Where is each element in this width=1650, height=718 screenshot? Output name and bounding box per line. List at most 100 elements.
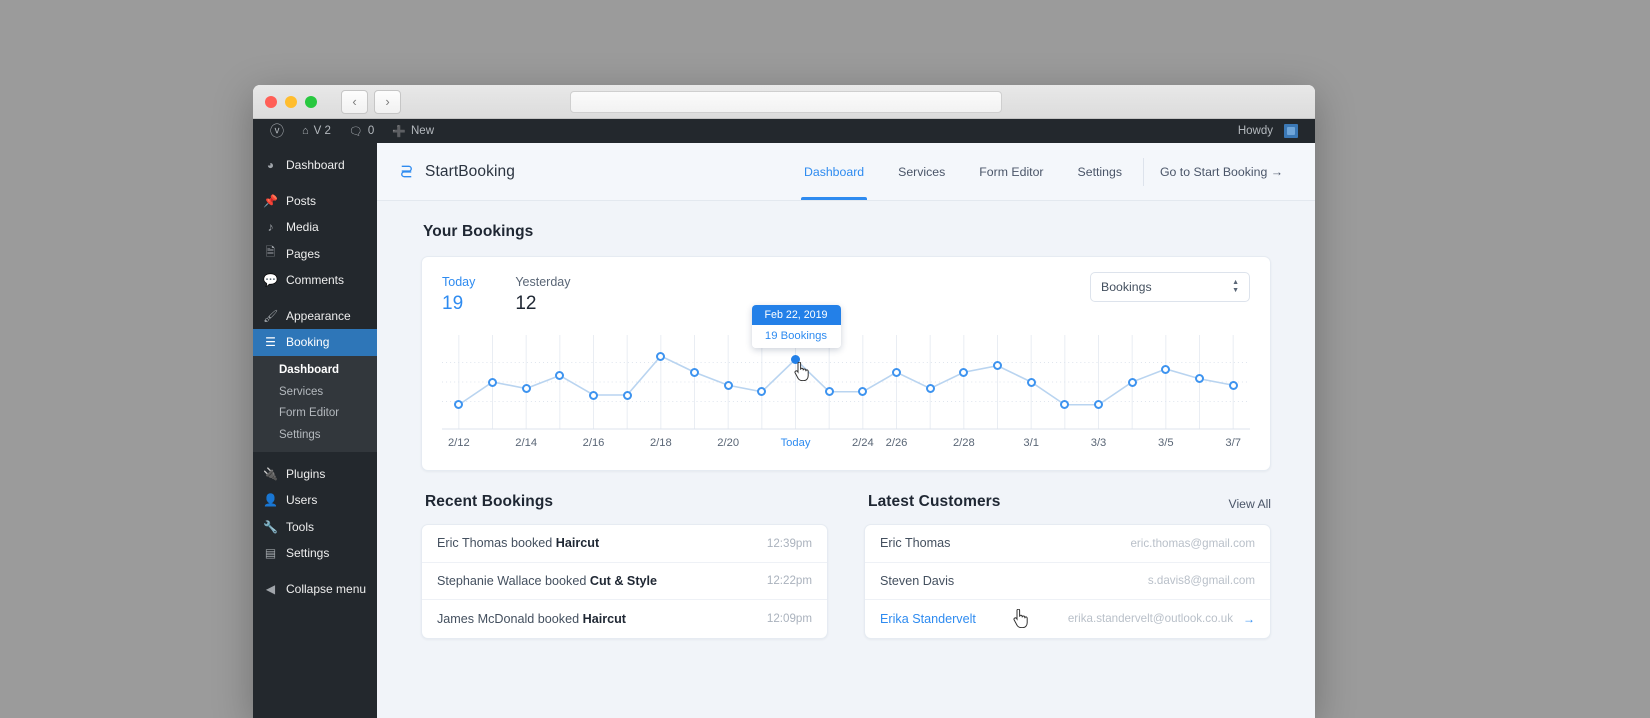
list-item[interactable]: James McDonald booked Haircut 12:09pm	[422, 600, 827, 638]
sidebar-item-tools[interactable]: 🔧 Tools	[263, 519, 315, 534]
browser-titlebar: ‹ ›	[253, 85, 1315, 119]
sidebar-item-posts[interactable]: 📌 Posts	[263, 193, 317, 208]
metric-select[interactable]: Bookings ▲ ▼	[1090, 272, 1250, 302]
comment-bubble-icon: 🗨	[348, 125, 363, 138]
chart-data-point[interactable]	[892, 367, 901, 377]
submenu-item-dashboard[interactable]: Dashboard	[279, 364, 340, 377]
chart-data-point[interactable]	[690, 367, 699, 377]
chart-data-point[interactable]	[656, 351, 666, 361]
chart-data-point[interactable]	[925, 384, 935, 393]
browser-window: ‹ › ⓥ ⌂ V 2 🗨 0 ➕ New Howdy	[253, 85, 1315, 718]
stat-today: Today 19	[442, 275, 475, 315]
comment-icon: 💬	[263, 273, 278, 288]
new-content-menu[interactable]: ➕ New	[392, 125, 435, 138]
site-name-menu[interactable]: ⌂ V 2	[302, 125, 331, 137]
address-bar[interactable]	[570, 91, 1002, 113]
sidebar-item-settings[interactable]: ▤ Settings	[264, 546, 330, 561]
chart-data-point[interactable]	[555, 371, 565, 380]
wordpress-logo-icon[interactable]: ⓥ	[270, 123, 284, 139]
tab-services[interactable]: Services	[898, 164, 946, 179]
chart-data-point[interactable]	[791, 354, 800, 364]
submenu-item-form-editor[interactable]: Form Editor	[279, 407, 340, 420]
stat-yesterday-value: 12	[515, 293, 537, 314]
sidebar-divider-4	[253, 567, 377, 576]
dashboard-content: Your Bookings Today 19 Yesterday 12	[377, 201, 1315, 639]
recent-bookings-list: Eric Thomas booked Haircut 12:39pm Steph…	[421, 524, 828, 639]
submenu-item-settings[interactable]: Settings	[279, 428, 321, 441]
go-to-start-booking-link[interactable]: Go to Start Booking →	[1159, 164, 1283, 179]
comments-menu[interactable]: 🗨 0	[348, 125, 375, 138]
sidebar-item-users[interactable]: 👤 Users	[263, 493, 318, 508]
sidebar-item-pages[interactable]: 🗎 Pages	[253, 241, 377, 268]
booking-text: James McDonald booked Haircut	[437, 611, 626, 626]
sliders-icon: ▤	[264, 546, 277, 561]
submenu-item-services[interactable]: Services	[279, 385, 324, 398]
howdy-account-menu[interactable]: Howdy	[1229, 119, 1307, 143]
list-item[interactable]: Steven Davis s.davis8@gmail.com	[865, 563, 1270, 600]
chart-data-point[interactable]	[824, 387, 834, 397]
recent-bookings-panel: Recent Bookings Eric Thomas booked Hairc…	[421, 493, 828, 639]
tooltip-value: 19 Bookings	[751, 325, 841, 349]
list-item[interactable]: Eric Thomas booked Haircut 12:39pm	[422, 525, 827, 563]
chart-data-point[interactable]	[1127, 377, 1137, 387]
plugin-top-nav: Dashboard Services Form Editor Settings …	[787, 143, 1295, 200]
latest-customers-list: Eric Thomas eric.thomas@gmail.com Steven…	[864, 524, 1271, 639]
chart-data-point[interactable]	[1026, 377, 1036, 387]
chart-data-point[interactable]	[1060, 400, 1070, 410]
chart-data-point[interactable]	[1094, 400, 1103, 410]
sidebar-item-collapse-menu[interactable]: ◀ Collapse menu	[253, 576, 377, 603]
chart-data-point[interactable]	[454, 400, 464, 410]
close-window-button[interactable]	[265, 95, 277, 108]
sidebar-item-dashboard[interactable]: ◕ Dashboard	[253, 152, 377, 179]
pin-icon: 📌	[263, 193, 278, 208]
list-item[interactable]: Stephanie Wallace booked Cut & Style 12:…	[422, 563, 827, 600]
x-axis-tick-label: 2/28	[952, 437, 975, 449]
tooltip-date: Feb 22, 2019	[751, 305, 841, 326]
brush-icon: 🖌	[263, 308, 279, 323]
chart-data-point[interactable]	[622, 390, 632, 400]
x-axis-tick-label: 3/5	[1158, 437, 1174, 449]
sidebar-item-plugins[interactable]: 🔌 Plugins	[263, 466, 326, 481]
arrow-right-icon[interactable]: →	[1243, 611, 1255, 626]
sidebar-item-booking[interactable]: ☰ Booking	[253, 329, 377, 356]
booking-stats: Today 19 Yesterday 12	[442, 275, 1250, 315]
tab-dashboard[interactable]: Dashboard	[787, 143, 881, 200]
plugin-main-area: StartBooking Dashboard Services Form Edi…	[377, 143, 1315, 718]
sidebar-top-gap	[253, 143, 377, 152]
forward-icon[interactable]: ›	[374, 89, 401, 114]
chart-data-point[interactable]	[993, 361, 1002, 371]
list-item[interactable]: Erika Standervelt erika.standervelt@outl…	[865, 600, 1270, 638]
user-icon: 👤	[263, 493, 278, 508]
wp-admin-sidebar: ◕ Dashboard 📌 Posts ♪ Media 🗎 Pages	[253, 143, 377, 718]
wordpress-admin-bar: ⓥ ⌂ V 2 🗨 0 ➕ New Howdy	[253, 119, 1315, 143]
chart-data-point[interactable]	[521, 384, 531, 393]
sidebar-item-appearance[interactable]: 🖌 Appearance	[263, 308, 351, 323]
chart-data-point[interactable]	[858, 387, 868, 397]
list-item[interactable]: Eric Thomas eric.thomas@gmail.com	[865, 525, 1270, 563]
mouse-cursor-icon	[1013, 608, 1028, 629]
chart-data-point[interactable]	[757, 387, 767, 397]
maximize-window-button[interactable]	[305, 95, 317, 108]
chart-tooltip: Feb 22, 2019 19 Bookings	[751, 305, 841, 349]
chart-data-point[interactable]	[488, 377, 497, 387]
tab-form-editor[interactable]: Form Editor	[979, 164, 1044, 179]
chart-data-point[interactable]	[1228, 380, 1238, 390]
chart-data-point[interactable]	[959, 367, 969, 377]
tab-settings[interactable]: Settings	[1077, 164, 1122, 179]
booking-text: Stephanie Wallace booked Cut & Style	[437, 573, 658, 588]
x-axis-tick-label: 2/16	[582, 437, 605, 449]
sidebar-item-media[interactable]: ♪ Media	[253, 214, 377, 241]
chart-data-point[interactable]	[723, 380, 733, 390]
minimize-window-button[interactable]	[285, 95, 297, 108]
sidebar-divider-1	[253, 179, 377, 188]
x-axis-tick-label: 2/12	[447, 437, 470, 449]
view-all-link[interactable]: View All	[1228, 497, 1271, 511]
chart-data-point[interactable]	[589, 390, 598, 400]
chart-data-point[interactable]	[1195, 374, 1204, 384]
chart-data-point[interactable]	[1161, 364, 1171, 374]
booking-submenu: Dashboard Services Form Editor Settings	[253, 355, 377, 452]
metric-select-value: Bookings	[1101, 280, 1152, 294]
back-icon[interactable]: ‹	[341, 89, 368, 114]
sidebar-item-comments[interactable]: 💬 Comments	[263, 273, 345, 288]
admin-body: ◕ Dashboard 📌 Posts ♪ Media 🗎 Pages	[253, 143, 1315, 718]
